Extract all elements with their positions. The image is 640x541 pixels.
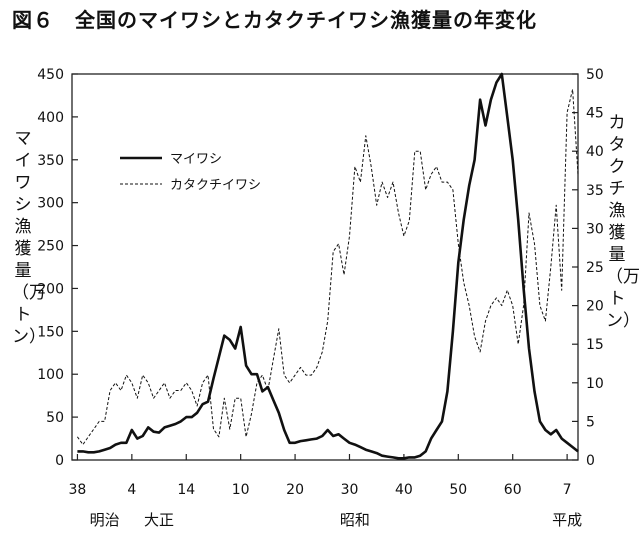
x-tick-label: 60 [504, 482, 522, 498]
plot-frame [71, 73, 579, 461]
y-tick-label-right: 45 [586, 106, 604, 122]
series-line-katakuchi [76, 88, 579, 446]
era-label: 大正 [144, 511, 175, 529]
era-label: 昭和 [339, 511, 370, 529]
y-tick-label-left: 200 [37, 281, 64, 297]
y-tick-label-left: 400 [37, 110, 64, 126]
x-tick-label: 14 [177, 482, 195, 498]
x-tick-label: 7 [563, 482, 572, 498]
y-tick-label-left: 450 [37, 67, 64, 83]
y-tick-label-right: 20 [586, 299, 604, 315]
y-tick-label-right: 0 [586, 453, 595, 469]
y-tick-label-left: 300 [37, 196, 64, 212]
x-tick-label: 20 [286, 482, 304, 498]
y-tick-label-right: 10 [586, 376, 604, 392]
y-tick-label-left: 50 [46, 410, 64, 426]
y-axis-label-right: カタクチ漁獲量（万トン） [606, 113, 640, 331]
y-tick-label-left: 250 [37, 239, 64, 255]
x-tick-label: 30 [341, 482, 359, 498]
y-axis-label-left: マイワシ漁獲量（万トン） [12, 129, 46, 347]
chart-title: 図６ 全国のマイワシとカタクチイワシ漁獲量の年変化 [12, 8, 537, 32]
y-tick-label-right: 35 [586, 183, 604, 199]
x-tick-label: 10 [232, 482, 250, 498]
y-tick-label-right: 40 [586, 144, 604, 160]
era-label: 明治 [89, 511, 120, 529]
y-tick-label-right: 15 [586, 337, 604, 353]
x-tick-label: 4 [127, 482, 136, 498]
y-tick-label-right: 25 [586, 260, 604, 276]
x-tick-label: 50 [449, 482, 467, 498]
y-tick-label-left: 100 [37, 367, 64, 383]
y-tick-label-left: 0 [55, 453, 64, 469]
x-tick-label: 38 [69, 482, 87, 498]
y-tick-label-left: 350 [37, 153, 64, 169]
x-tick-label: 40 [395, 482, 413, 498]
y-tick-label-right: 50 [586, 67, 604, 83]
era-label: 平成 [552, 511, 583, 529]
legend-label: カタクチイワシ [170, 178, 261, 193]
legend-label: マイワシ [170, 152, 222, 167]
y-tick-label-right: 30 [586, 221, 604, 237]
y-tick-label-left: 150 [37, 324, 64, 340]
y-tick-label-right: 5 [586, 414, 595, 430]
series-line-maiwashi [77, 72, 579, 460]
